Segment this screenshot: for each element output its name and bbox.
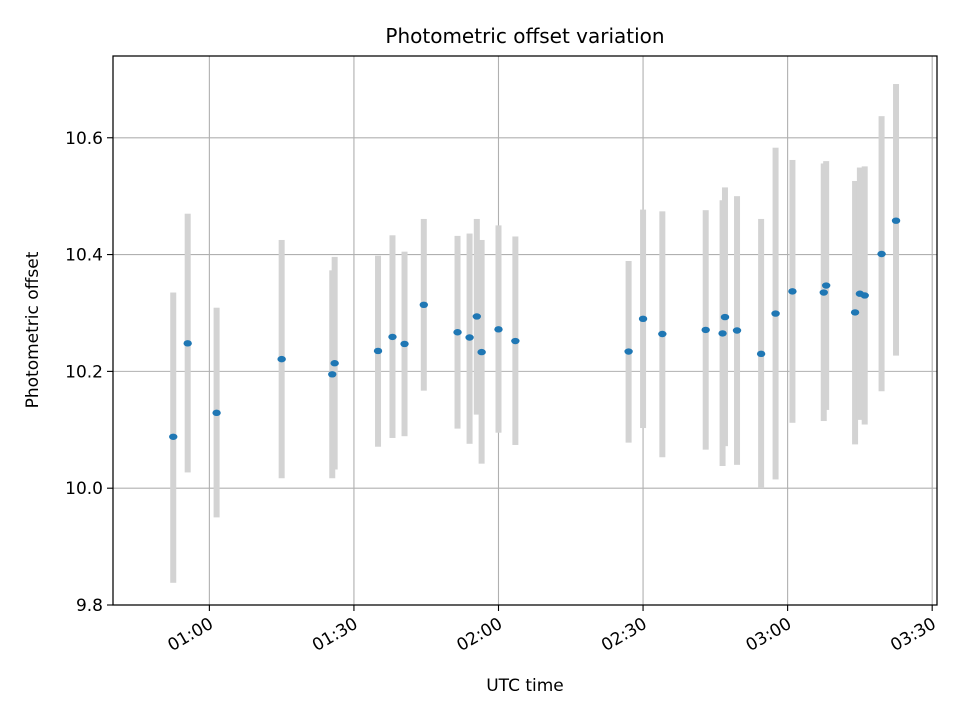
data-point [771, 310, 780, 317]
y-tick-label: 10.2 [65, 362, 103, 382]
data-point [718, 330, 727, 337]
data-point [477, 348, 486, 356]
data-point [494, 326, 503, 333]
data-point [511, 337, 520, 345]
data-point [465, 334, 474, 341]
data-point [453, 329, 462, 336]
y-axis-label: Photometric offset [23, 251, 43, 408]
data-point [373, 347, 383, 355]
data-point [212, 409, 221, 417]
data-point [891, 217, 901, 224]
data-points [169, 217, 901, 440]
chart-title: Photometric offset variation [385, 24, 664, 48]
y-axis-ticks: 9.8 10.0 10.2 10.4 10.6 [65, 129, 113, 616]
data-point [877, 250, 886, 258]
data-point [788, 288, 797, 295]
data-point [388, 333, 397, 341]
x-axis-label: UTC time [486, 676, 564, 696]
y-tick-label: 9.8 [76, 596, 103, 616]
y-tick-label: 10.0 [65, 479, 103, 499]
data-point [169, 433, 178, 440]
data-point [400, 340, 409, 348]
data-point [756, 350, 766, 358]
plot-frame [112, 55, 938, 606]
data-point [819, 289, 828, 296]
data-point [658, 330, 667, 338]
plot-area [113, 56, 937, 605]
y-tick-label: 10.6 [65, 129, 103, 149]
data-point [330, 360, 339, 367]
data-point [419, 301, 429, 309]
data-point [183, 340, 192, 347]
data-point [720, 313, 730, 321]
data-point [701, 326, 710, 334]
data-point [732, 327, 742, 334]
data-point [328, 371, 337, 378]
data-point [860, 292, 869, 299]
y-tick-label: 10.4 [65, 246, 103, 266]
data-point [624, 348, 633, 355]
data-point [277, 355, 286, 363]
data-point [638, 315, 648, 323]
data-point [821, 282, 831, 289]
data-point [850, 309, 860, 316]
data-point [472, 313, 482, 320]
